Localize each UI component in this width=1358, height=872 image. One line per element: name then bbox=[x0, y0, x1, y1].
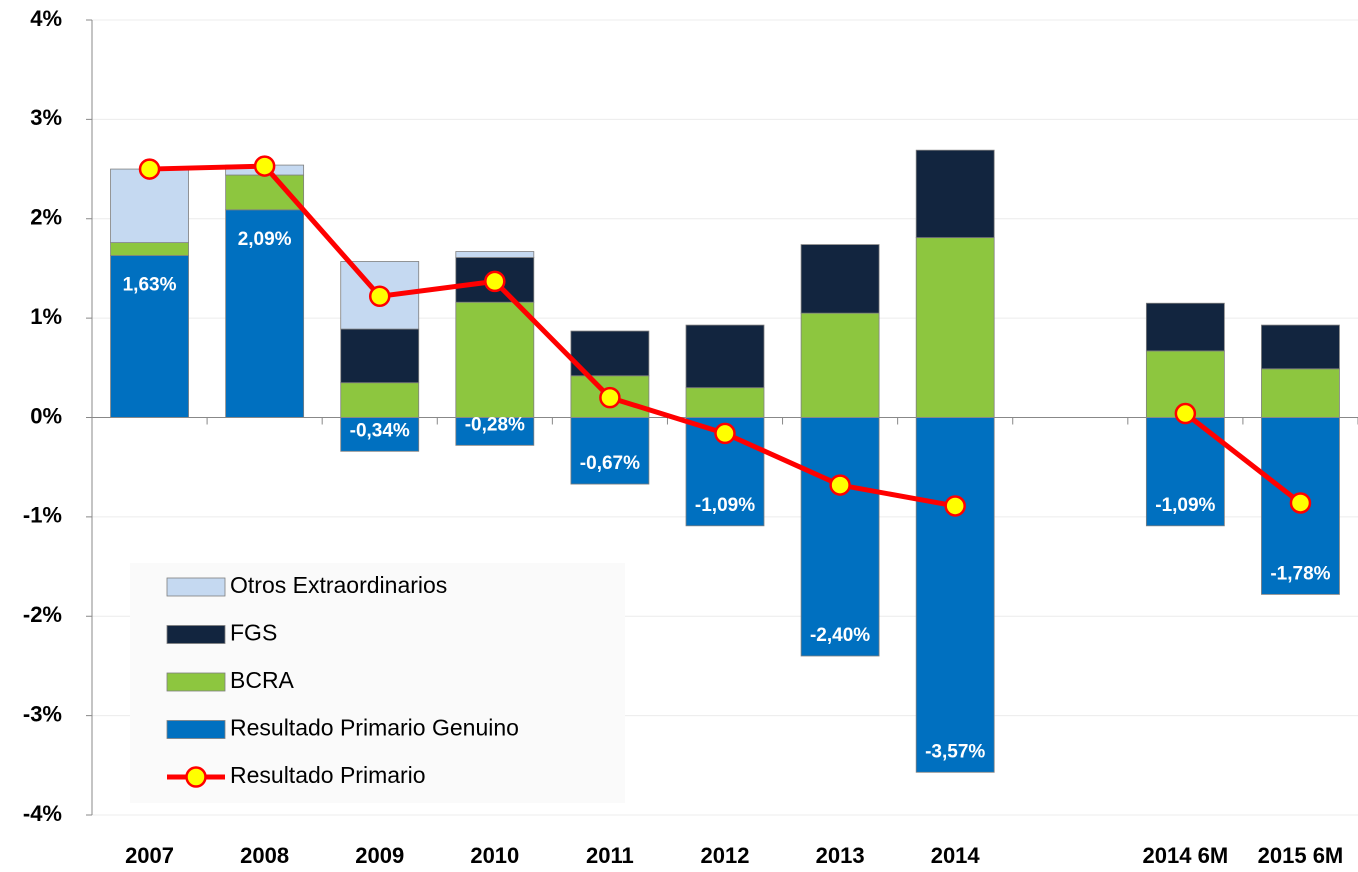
marker bbox=[138, 158, 161, 180]
marker bbox=[484, 270, 506, 293]
y-tick-label: -4% bbox=[23, 801, 62, 826]
bar-segment bbox=[570, 417, 650, 485]
bar-segment bbox=[1261, 368, 1340, 418]
bar-segment bbox=[685, 324, 765, 389]
legend: Otros Extraordinarios FGS BCRA Resultado Pr… bbox=[130, 563, 625, 803]
value-label: -1,09% bbox=[695, 495, 755, 516]
bar-segment bbox=[340, 382, 420, 418]
legend-swatch bbox=[166, 577, 226, 597]
marker bbox=[829, 474, 851, 496]
bar-segment bbox=[225, 174, 305, 211]
bar-segment bbox=[110, 242, 189, 256]
bar-segment bbox=[340, 417, 420, 452]
value-label: -1,09% bbox=[1155, 495, 1215, 516]
y-tick-label: 4% bbox=[30, 6, 62, 31]
bar-segment bbox=[915, 417, 995, 773]
bar-segment bbox=[455, 251, 535, 258]
marker bbox=[253, 155, 276, 177]
legend-label: Otros Extraordinarios bbox=[230, 572, 447, 598]
value-label: -0,67% bbox=[580, 453, 640, 474]
y-tick-label: 2% bbox=[30, 205, 62, 230]
x-tick-label: 2014 bbox=[931, 843, 981, 868]
x-tick-label: 2009 bbox=[355, 843, 404, 868]
legend-label: FGS bbox=[230, 620, 277, 646]
bar-segment bbox=[225, 209, 305, 418]
value-label: -0,34% bbox=[350, 420, 410, 441]
marker bbox=[1289, 492, 1312, 514]
x-tick-label: 2007 bbox=[125, 843, 174, 868]
x-tick-label: 2015 6M bbox=[1258, 843, 1344, 868]
marker bbox=[1174, 402, 1197, 425]
x-tick-label: 2008 bbox=[240, 843, 289, 868]
bar-segment bbox=[455, 301, 535, 418]
legend-label: Resultado Primario bbox=[230, 762, 426, 788]
bar-segment bbox=[915, 149, 995, 239]
value-label: -0,28% bbox=[465, 414, 525, 435]
legend-swatch bbox=[166, 672, 226, 692]
y-tick-label: -2% bbox=[23, 602, 62, 627]
value-label: 1,63% bbox=[123, 275, 177, 296]
marker bbox=[944, 495, 966, 517]
bar-segment bbox=[800, 244, 880, 314]
bar-segment bbox=[800, 417, 880, 657]
bar-segment bbox=[110, 168, 189, 243]
legend-label: Resultado Primario Genuino bbox=[230, 715, 519, 741]
bar-segment bbox=[915, 237, 995, 418]
x-tick-label: 2011 bbox=[586, 843, 634, 868]
y-tick-label: -3% bbox=[23, 701, 62, 726]
bar-segment bbox=[685, 387, 765, 418]
value-label: -3,57% bbox=[925, 741, 985, 762]
bar-segment bbox=[340, 328, 420, 384]
y-tick-label: 1% bbox=[30, 304, 62, 329]
y-tick-label: -1% bbox=[23, 503, 62, 528]
x-tick-label: 2013 bbox=[816, 843, 865, 868]
bar-segment bbox=[1261, 324, 1340, 370]
x-tick-label: 2012 bbox=[701, 843, 750, 868]
x-tick-label: 2014 6M bbox=[1143, 843, 1229, 868]
marker bbox=[368, 285, 391, 308]
legend-swatch bbox=[166, 625, 226, 644]
legend-swatch bbox=[166, 720, 226, 739]
marker bbox=[599, 386, 621, 409]
y-tick-label: 0% bbox=[30, 403, 62, 428]
legend-marker bbox=[185, 766, 207, 788]
marker bbox=[714, 422, 736, 445]
value-label: -1,78% bbox=[1270, 563, 1330, 584]
bar-segment bbox=[1145, 302, 1225, 352]
legend-label: BCRA bbox=[230, 667, 295, 693]
value-label: 2,09% bbox=[238, 229, 292, 250]
value-label: -2,40% bbox=[810, 625, 870, 646]
line bbox=[149, 163, 1302, 509]
bar-segment bbox=[110, 255, 189, 418]
x-tick-label: 2010 bbox=[470, 843, 519, 868]
bar-segment bbox=[800, 312, 880, 418]
y-tick-label: 3% bbox=[30, 105, 62, 130]
